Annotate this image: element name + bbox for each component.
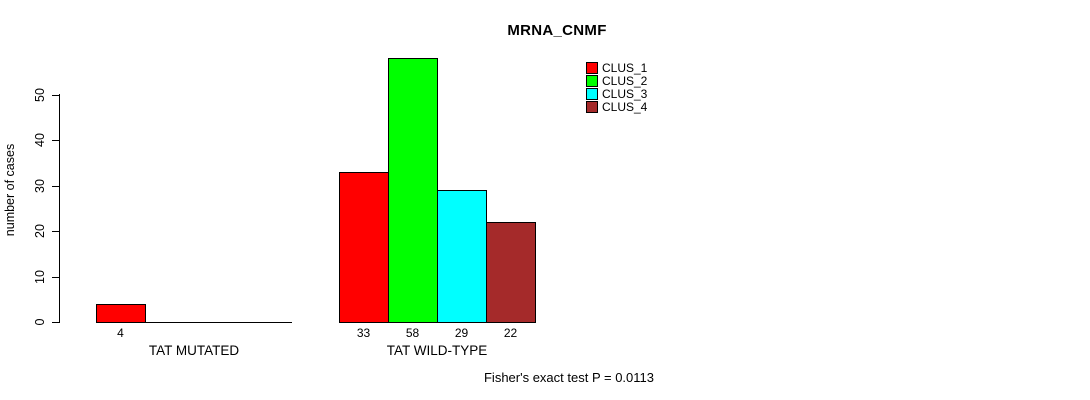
y-axis-title: number of cases [3, 143, 17, 237]
legend-swatch-icon [586, 101, 598, 113]
y-tick-label: 50 [33, 88, 47, 102]
legend-swatch-icon [586, 75, 598, 87]
y-tick-label: 20 [33, 224, 47, 238]
legend: CLUS_1 CLUS_2 CLUS_3 CLUS_4 [586, 62, 647, 113]
y-tick-label: 30 [33, 179, 47, 193]
legend-item-clus_4: CLUS_4 [586, 101, 647, 113]
y-axis-tick [52, 186, 59, 187]
fisher-test-annotation: Fisher's exact test P = 0.0113 [483, 370, 654, 385]
bar-value-label: 58 [405, 326, 420, 340]
y-axis-tick [52, 95, 59, 96]
group-label: TAT WILD-TYPE [386, 343, 488, 358]
legend-swatch-icon [586, 88, 598, 100]
bar-CLUS_4 [486, 222, 536, 323]
y-tick-label: 40 [33, 133, 47, 147]
bar-value-label: 29 [454, 326, 469, 340]
y-axis-tick [52, 231, 59, 232]
legend-item-clus_3: CLUS_3 [586, 88, 647, 100]
legend-swatch-icon [586, 62, 598, 74]
bar-CLUS_3 [437, 190, 487, 323]
legend-label: CLUS_4 [602, 100, 648, 114]
bar-value-label: 4 [117, 326, 124, 340]
x-axis-baseline [96, 322, 292, 323]
legend-label: CLUS_1 [602, 61, 648, 75]
y-axis-tick [52, 140, 59, 141]
legend-label: CLUS_2 [602, 74, 648, 88]
bar-CLUS_1 [96, 304, 146, 323]
legend-label: CLUS_3 [602, 87, 648, 101]
y-axis-tick [52, 322, 59, 323]
bar-CLUS_2 [388, 58, 438, 323]
legend-item-clus_1: CLUS_1 [586, 62, 647, 74]
y-tick-label: 0 [33, 318, 47, 326]
bar-CLUS_1 [339, 172, 389, 323]
chart-title: MRNA_CNMF [507, 22, 607, 39]
bar-value-label: 33 [356, 326, 371, 340]
bar-value-label: 22 [503, 326, 518, 340]
group-label: TAT MUTATED [148, 343, 240, 358]
y-tick-label: 10 [33, 270, 47, 284]
legend-item-clus_2: CLUS_2 [586, 75, 647, 87]
y-axis-tick [52, 277, 59, 278]
y-axis-line [59, 94, 60, 323]
